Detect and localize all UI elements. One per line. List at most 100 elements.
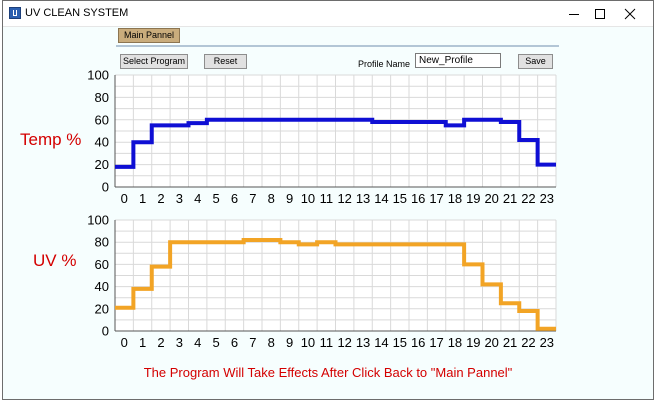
uv-point-hour-19[interactable] <box>464 261 482 267</box>
uv-x-tick-label: 16 <box>411 335 425 350</box>
close-icon <box>624 8 636 19</box>
temp-point-hour-16[interactable] <box>409 119 427 125</box>
temp-point-hour-2[interactable] <box>152 122 170 128</box>
save-button[interactable]: Save <box>518 54 553 69</box>
uv-y-tick-label: 80 <box>95 235 109 250</box>
temp-x-tick-label: 5 <box>212 191 219 206</box>
uv-x-tick-label: 11 <box>320 335 334 350</box>
uv-point-hour-23[interactable] <box>538 326 556 332</box>
uv-x-tick-label: 3 <box>176 335 183 350</box>
temp-point-hour-5[interactable] <box>207 117 225 123</box>
uv-point-hour-11[interactable] <box>317 239 335 245</box>
temp-point-hour-22[interactable] <box>519 137 537 143</box>
uv-x-tick-label: 8 <box>268 335 275 350</box>
uv-point-hour-22[interactable] <box>519 308 537 314</box>
minimize-button[interactable] <box>551 1 597 26</box>
temp-point-hour-23[interactable] <box>538 162 556 168</box>
uv-point-hour-18[interactable] <box>446 241 464 247</box>
uv-x-tick-label: 0 <box>121 335 128 350</box>
temp-y-tick-label: 40 <box>95 135 109 150</box>
uv-x-tick-label: 12 <box>337 335 351 350</box>
uv-x-tick-label: 10 <box>301 335 315 350</box>
reset-button[interactable]: Reset <box>204 54 247 69</box>
temp-point-hour-19[interactable] <box>464 117 482 123</box>
temp-y-tick-label: 80 <box>95 90 109 105</box>
uv-x-tick-label: 13 <box>356 335 370 350</box>
uv-point-hour-14[interactable] <box>372 241 390 247</box>
uv-point-hour-6[interactable] <box>225 239 243 245</box>
temp-point-hour-12[interactable] <box>336 117 354 123</box>
temp-point-hour-21[interactable] <box>501 119 519 125</box>
uv-x-tick-label: 21 <box>503 335 517 350</box>
uv-point-hour-20[interactable] <box>483 281 501 287</box>
maximize-button[interactable] <box>577 1 623 26</box>
temp-x-tick-label: 16 <box>411 191 425 206</box>
temp-x-tick-label: 12 <box>337 191 351 206</box>
uv-point-hour-17[interactable] <box>427 241 445 247</box>
temp-point-hour-15[interactable] <box>391 119 409 125</box>
uv-x-tick-label: 7 <box>249 335 256 350</box>
temp-point-hour-0[interactable] <box>115 164 133 170</box>
uv-point-hour-3[interactable] <box>170 239 188 245</box>
temp-point-hour-8[interactable] <box>262 117 280 123</box>
temp-point-hour-6[interactable] <box>225 117 243 123</box>
uv-point-hour-10[interactable] <box>299 241 317 247</box>
uv-x-tick-label: 5 <box>212 335 219 350</box>
temp-point-hour-1[interactable] <box>133 139 151 145</box>
uv-point-hour-12[interactable] <box>336 241 354 247</box>
profile-name-input[interactable] <box>415 53 501 68</box>
temp-y-tick-label: 20 <box>95 157 109 172</box>
select-program-button[interactable]: Select Program <box>120 54 188 69</box>
temp-x-tick-label: 13 <box>356 191 370 206</box>
uv-point-hour-15[interactable] <box>391 241 409 247</box>
uv-point-hour-0[interactable] <box>115 305 133 311</box>
uv-series-line <box>115 237 556 331</box>
uv-y-tick-label: 60 <box>95 257 109 272</box>
uv-y-tick-label: 100 <box>87 213 109 228</box>
uv-x-tick-label: 4 <box>194 335 201 350</box>
temp-x-tick-label: 9 <box>286 191 293 206</box>
uv-point-hour-2[interactable] <box>152 264 170 270</box>
uv-point-hour-9[interactable] <box>280 239 298 245</box>
uv-point-hour-21[interactable] <box>501 300 519 306</box>
uv-point-hour-5[interactable] <box>207 239 225 245</box>
temp-x-tick-label: 15 <box>393 191 407 206</box>
temp-point-hour-4[interactable] <box>189 120 207 126</box>
maximize-icon <box>595 8 605 19</box>
uv-point-hour-7[interactable] <box>244 237 262 243</box>
temp-x-tick-label: 22 <box>521 191 535 206</box>
temp-x-tick-label: 0 <box>121 191 128 206</box>
temp-point-hour-3[interactable] <box>170 122 188 128</box>
uv-x-tick-label: 22 <box>521 335 535 350</box>
temp-point-hour-13[interactable] <box>354 117 372 123</box>
app-window: UV CLEAN SYSTEM Main Pannel Select Progr… <box>2 0 654 400</box>
uv-x-tick-label: 17 <box>429 335 443 350</box>
uv-point-hour-8[interactable] <box>262 237 280 243</box>
temp-x-tick-label: 2 <box>157 191 164 206</box>
uv-point-hour-1[interactable] <box>133 286 151 292</box>
temp-point-hour-14[interactable] <box>372 119 390 125</box>
temp-point-hour-7[interactable] <box>244 117 262 123</box>
uv-x-tick-label: 2 <box>157 335 164 350</box>
temp-x-tick-label: 4 <box>194 191 201 206</box>
uv-point-hour-13[interactable] <box>354 241 372 247</box>
close-button[interactable] <box>607 1 653 26</box>
temp-point-hour-9[interactable] <box>280 117 298 123</box>
temp-point-hour-11[interactable] <box>317 117 335 123</box>
temp-x-tick-label: 20 <box>484 191 498 206</box>
uv-x-tick-label: 18 <box>448 335 462 350</box>
temp-x-tick-label: 21 <box>503 191 517 206</box>
temp-label: Temp % <box>20 130 82 149</box>
temp-point-hour-18[interactable] <box>446 122 464 128</box>
uv-x-tick-label: 19 <box>466 335 480 350</box>
main-pannel-button[interactable]: Main Pannel <box>118 28 181 43</box>
temp-x-tick-label: 1 <box>139 191 146 206</box>
temp-point-hour-17[interactable] <box>427 119 445 125</box>
separator <box>116 45 559 47</box>
temp-point-hour-20[interactable] <box>483 117 501 123</box>
uv-point-hour-4[interactable] <box>189 239 207 245</box>
uv-point-hour-16[interactable] <box>409 241 427 247</box>
title-bar[interactable]: UV CLEAN SYSTEM <box>3 1 653 27</box>
temp-point-hour-10[interactable] <box>299 117 317 123</box>
